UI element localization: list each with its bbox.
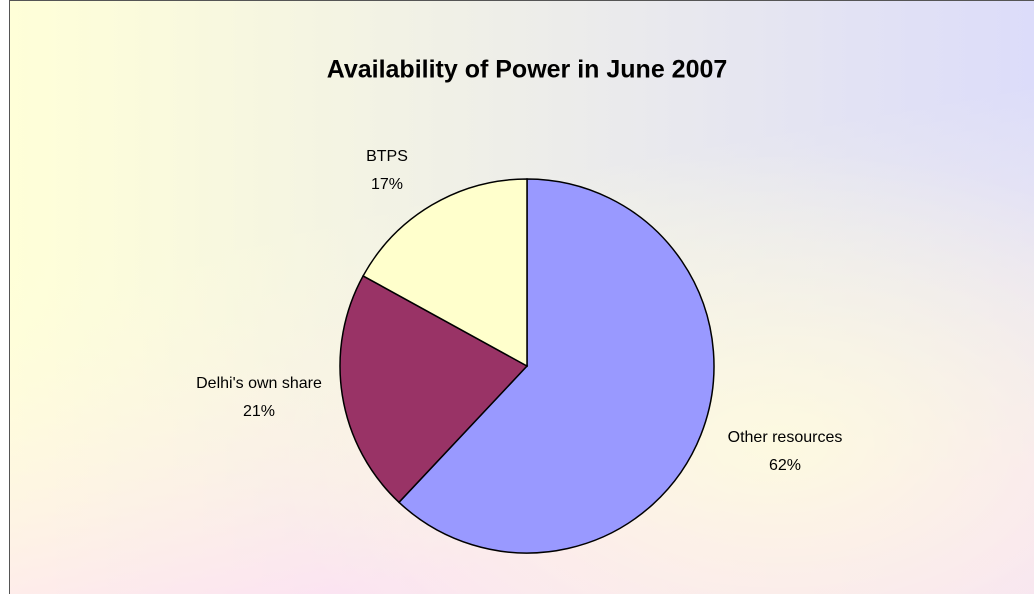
pie-slice: [397, 178, 715, 554]
slice-label: BTPS: [366, 148, 408, 165]
slice-label: Other resources: [728, 429, 843, 446]
slice-label: Delhi's own share: [196, 375, 322, 392]
pie-slice: [339, 274, 529, 504]
slice-value-label: 17%: [371, 176, 403, 193]
slice-value-label: 21%: [243, 403, 275, 420]
pie-slice: [362, 178, 528, 368]
slice-value-label: 62%: [769, 457, 801, 474]
chart-title: Availability of Power in June 2007: [327, 56, 728, 84]
